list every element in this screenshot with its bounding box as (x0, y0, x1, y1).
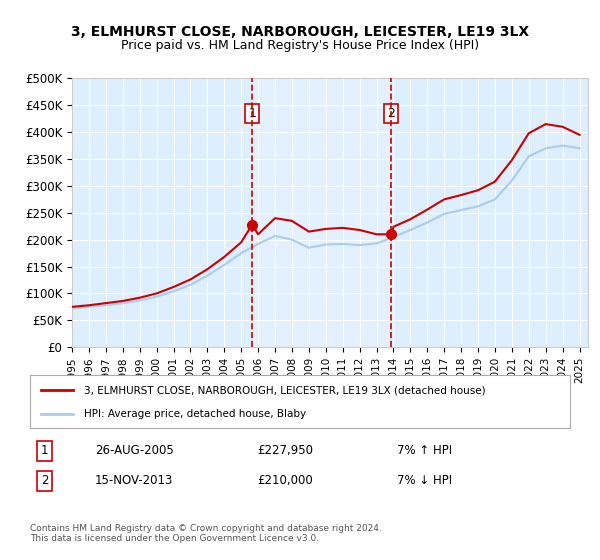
Text: 26-AUG-2005: 26-AUG-2005 (95, 444, 173, 457)
Text: 15-NOV-2013: 15-NOV-2013 (95, 474, 173, 487)
Text: 7% ↑ HPI: 7% ↑ HPI (397, 444, 452, 457)
Text: £227,950: £227,950 (257, 444, 313, 457)
Text: 2: 2 (388, 107, 395, 120)
Text: 1: 1 (41, 444, 48, 457)
Text: 3, ELMHURST CLOSE, NARBOROUGH, LEICESTER, LE19 3LX (detached house): 3, ELMHURST CLOSE, NARBOROUGH, LEICESTER… (84, 385, 485, 395)
Text: Price paid vs. HM Land Registry's House Price Index (HPI): Price paid vs. HM Land Registry's House … (121, 39, 479, 52)
Text: Contains HM Land Registry data © Crown copyright and database right 2024.
This d: Contains HM Land Registry data © Crown c… (30, 524, 382, 543)
Text: 1: 1 (248, 107, 256, 120)
Text: 2: 2 (41, 474, 48, 487)
Text: 7% ↓ HPI: 7% ↓ HPI (397, 474, 452, 487)
Bar (252, 78, 391, 347)
Text: 3, ELMHURST CLOSE, NARBOROUGH, LEICESTER, LE19 3LX: 3, ELMHURST CLOSE, NARBOROUGH, LEICESTER… (71, 25, 529, 39)
Text: HPI: Average price, detached house, Blaby: HPI: Average price, detached house, Blab… (84, 408, 306, 418)
Text: £210,000: £210,000 (257, 474, 313, 487)
